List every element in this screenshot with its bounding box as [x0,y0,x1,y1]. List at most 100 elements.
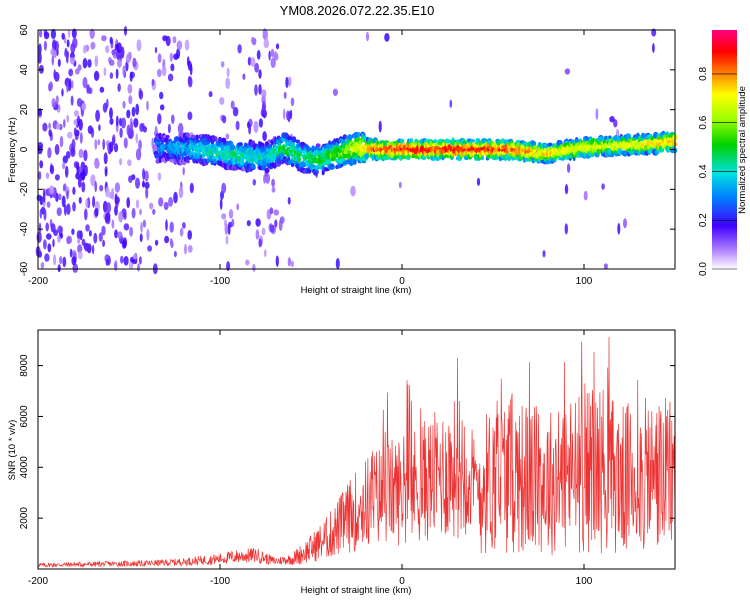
spectrogram-noise-cell [92,195,96,208]
spectrogram-ridge-cell [363,135,367,141]
spectrogram-noise-cell [109,36,113,45]
spectrogram-noise-cell [38,43,42,55]
spectrogram-noise-cell [251,36,255,45]
spectrogram-noise-cell [564,68,571,75]
spectrogram-noise-cell [189,182,194,194]
spectrogram-noise-cell [87,125,93,134]
spectrogram-ridge-cell [357,131,361,138]
snr-x-tick-label: -200 [28,576,48,587]
spectrogram-noise-cell [70,147,76,158]
spectrogram-noise-cell [117,83,121,92]
spectrogram-noise-cell [76,97,83,107]
spectrogram-noise-cell [283,91,287,99]
spectrogram-noise-cell [88,230,92,237]
spectrogram-noise-cell [378,120,382,133]
spectrogram-noise-cell [225,77,231,89]
spectrogram-noise-cell [114,196,120,205]
spectrogram-noise-cell [67,81,72,92]
spectrogram-noise-cell [77,115,80,127]
snr-panel: -200 -100 0 100 2000 4000 6000 8000 Height of … [7,329,676,596]
spectrogram-noise-cell [270,48,275,58]
snr-frame [37,329,676,570]
spectrogram-noise-cell [73,110,79,117]
spectrogram-noise-cell [105,45,110,53]
spectrogram-noise-cell [111,49,116,56]
spectrogram-noise-cell [258,118,263,128]
spectrogram-noise-cell [54,174,60,181]
spectrogram-ridge-cell [353,158,357,165]
spectrogram-noise-cell [36,231,42,243]
spectrogram-noise-cell [65,151,71,159]
spectrogram-noise-cell [128,51,132,60]
spectrogram-noise-cell [289,109,293,120]
spectrogram-noise-cell [72,37,78,49]
spectrogram-noise-cell [145,187,149,199]
spectrogram-noise-cell [254,84,258,96]
spectrogram-ridge-cell [215,145,220,150]
spectrogram-noise-cell [84,208,88,221]
spectrogram-noise-cell [135,177,140,189]
spectrogram-noise-cell [81,103,87,111]
spectrogram-noise-cell [177,122,184,135]
spectrogram-noise-cell [126,197,130,209]
spectrogram-noise-cell [85,198,89,208]
spectrogram-ridge-cell [226,154,231,158]
spectrogram-noise-cell [128,261,134,270]
spectrogram-ridge-cell [287,136,293,140]
spectrogram-noise-cell [236,203,239,211]
spectrogram-noise-cell [146,228,150,241]
spectrogram-noise-cell [116,42,122,53]
spectrogram-noise-cell [119,158,123,166]
colorbar-tick-label: 0.0 [698,262,709,276]
spectrogram-noise-cell [133,118,139,128]
spectrogram-noise-cell [131,207,136,219]
spectrogram-ridge-cell [333,147,339,154]
spectrogram-noise-cell [135,103,140,116]
snr-marks [37,336,676,568]
spectrogram-ridge-cell [166,152,170,159]
spectrogram-noise-cell [290,97,295,107]
spectrogram-noise-cell [53,254,57,266]
spectrogram-noise-cell [128,95,133,105]
spectrogram-noise-cell [73,161,80,169]
spectrogram-noise-cell [45,172,50,179]
spectrogram-ridge-cell [295,139,301,144]
spectrogram-noise-cell [126,124,131,136]
spectrogram-noise-cell [265,173,271,184]
spectrogram-noise-cell [172,36,177,44]
spectrogram-ridge-cell [321,169,325,176]
spectrogram-noise-cell [63,119,66,128]
spectrogram-noise-cell [66,203,71,215]
spectrogram-noise-cell [258,84,262,95]
spectrogram-noise-cell [128,175,133,183]
spectrogram-noise-cell [157,113,162,125]
spectrogram-noise-cell [476,177,481,186]
spectrogram-noise-cell [130,121,133,132]
spectrogram-noise-cell [114,229,118,239]
spectrogram-noise-cell [105,202,112,214]
spectrogram-noise-cell [231,218,235,227]
spectrogram-noise-cell [261,227,266,236]
spectrogram-x-label: Height of straight line (km) [301,285,412,296]
spectrogram-noise-cell [46,233,52,240]
snr-y-tick-label: 8000 [19,354,30,377]
spectrogram-noise-cell [652,43,655,53]
spectrogram-noise-cell [120,117,127,129]
spectrogram-noise-cell [110,187,115,200]
colorbar-gradient [712,30,737,269]
spectrogram-noise-cell [73,127,77,136]
spectrogram-noise-cell [90,174,96,187]
spectrogram-noise-cell [97,139,101,146]
spectrogram-noise-cell [62,256,67,268]
spectrogram-noise-cell [47,243,52,253]
spectrogram-noise-cell [235,120,240,131]
colorbar: 0.0 0.2 0.4 0.6 0.8 Normalized spectral ampl… [698,30,748,276]
spectrogram-noise-cell [157,172,162,181]
spectrogram-noise-cell [262,131,267,142]
spectrogram-noise-cell [119,117,122,127]
figure-title: YM08.2026.072.22.35.E10 [280,3,435,18]
spectrogram-noise-cell [139,123,145,132]
spectrogram-noise-cell [39,208,42,219]
spectrogram-noise-cell [168,196,174,207]
